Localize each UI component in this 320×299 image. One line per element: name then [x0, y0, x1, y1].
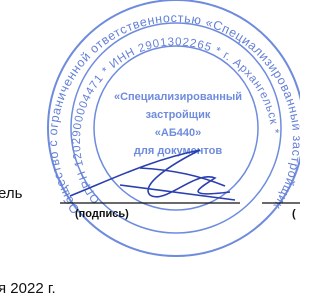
- document-fragment: Общество с ограниченной ответственностью…: [0, 0, 300, 299]
- signature-label: ель: [0, 185, 23, 202]
- stamp-center-line: «АБ440»: [155, 127, 201, 139]
- page: {"document": { "signature_label": "ель",…: [0, 0, 300, 299]
- name-caption-bracket: (: [292, 208, 296, 220]
- stamp: Общество с ограниченной ответственностью…: [0, 0, 300, 256]
- date: я 2022 г.: [0, 280, 56, 297]
- stamp-center-line: «Специализированный: [114, 91, 242, 103]
- signature-caption: (подпись): [75, 208, 129, 220]
- stamp-center-line: застройщик: [146, 109, 211, 121]
